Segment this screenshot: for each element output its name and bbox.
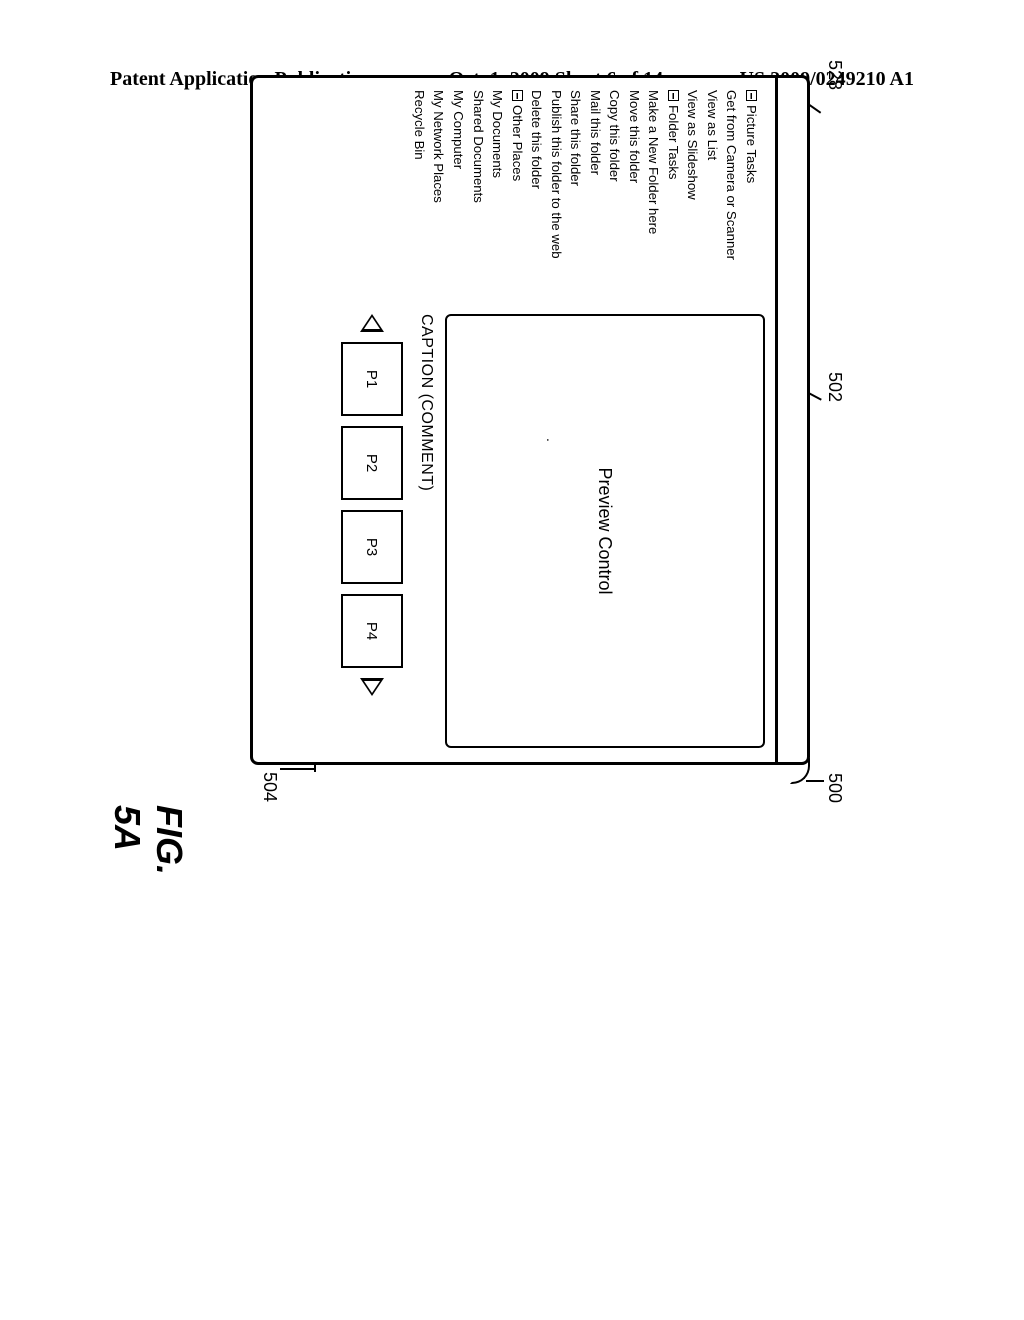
caption-text: CAPTION (COMMENT): [417, 314, 435, 748]
sidebar-item[interactable]: Move this folder: [624, 90, 644, 300]
figure-label: FIG. 5A: [106, 805, 190, 880]
preview-control[interactable]: Preview Control .: [445, 314, 765, 748]
figure-5a: 528 502 500 504 FIG. 5A Picture Tasks Ge…: [170, 120, 810, 880]
main-pane: Preview Control . CAPTION (COMMENT) P1 P…: [253, 308, 775, 762]
window-body: Picture Tasks Get from Camera or Scanner…: [253, 78, 775, 762]
app-window: Picture Tasks Get from Camera or Scanner…: [250, 75, 810, 765]
sidebar-item[interactable]: Recycle Bin: [409, 90, 429, 300]
thumbnail[interactable]: P1: [341, 342, 403, 416]
sidebar-item[interactable]: Copy this folder: [605, 90, 625, 300]
sidebar-item[interactable]: Get from Camera or Scanner: [722, 90, 742, 300]
sidebar-item[interactable]: Mail this folder: [585, 90, 605, 300]
sidebar-item[interactable]: My Computer: [449, 90, 469, 300]
sidebar-group-other-places[interactable]: Other Places: [507, 90, 527, 300]
leader-line: [806, 780, 824, 782]
sidebar-item[interactable]: View as List: [702, 90, 722, 300]
sidebar-group-folder-tasks[interactable]: Folder Tasks: [663, 90, 683, 300]
thumbnail[interactable]: P2: [341, 426, 403, 500]
sidebar-item[interactable]: My Documents: [488, 90, 508, 300]
callout-500: 500: [824, 773, 845, 803]
callout-528: 528: [824, 60, 845, 90]
thumbnail[interactable]: P4: [341, 594, 403, 668]
preview-label: Preview Control: [595, 467, 616, 594]
sidebar-item[interactable]: Delete this folder: [527, 90, 547, 300]
leader-line: [280, 768, 314, 770]
window-titlebar: [775, 78, 807, 762]
sidebar-item[interactable]: Make a New Folder here: [644, 90, 664, 300]
sidebar-task-pane: Picture Tasks Get from Camera or Scanner…: [253, 78, 775, 308]
callout-504: 504: [259, 772, 280, 802]
sidebar-item[interactable]: View as Slideshow: [683, 90, 703, 300]
prev-arrow-icon[interactable]: [360, 314, 384, 332]
sidebar-item[interactable]: Share this folder: [566, 90, 586, 300]
leader-tick: [314, 764, 316, 772]
sidebar-group-picture-tasks[interactable]: Picture Tasks: [741, 90, 761, 300]
dot-icon: .: [544, 438, 560, 442]
thumbnail[interactable]: P3: [341, 510, 403, 584]
next-arrow-icon[interactable]: [360, 678, 384, 696]
thumbnail-strip: P1 P2 P3 P4: [341, 314, 403, 748]
sidebar-item[interactable]: Publish this folder to the web: [546, 90, 566, 300]
sidebar-item[interactable]: My Network Places: [429, 90, 449, 300]
sidebar-item[interactable]: Shared Documents: [468, 90, 488, 300]
callout-502: 502: [824, 372, 845, 402]
